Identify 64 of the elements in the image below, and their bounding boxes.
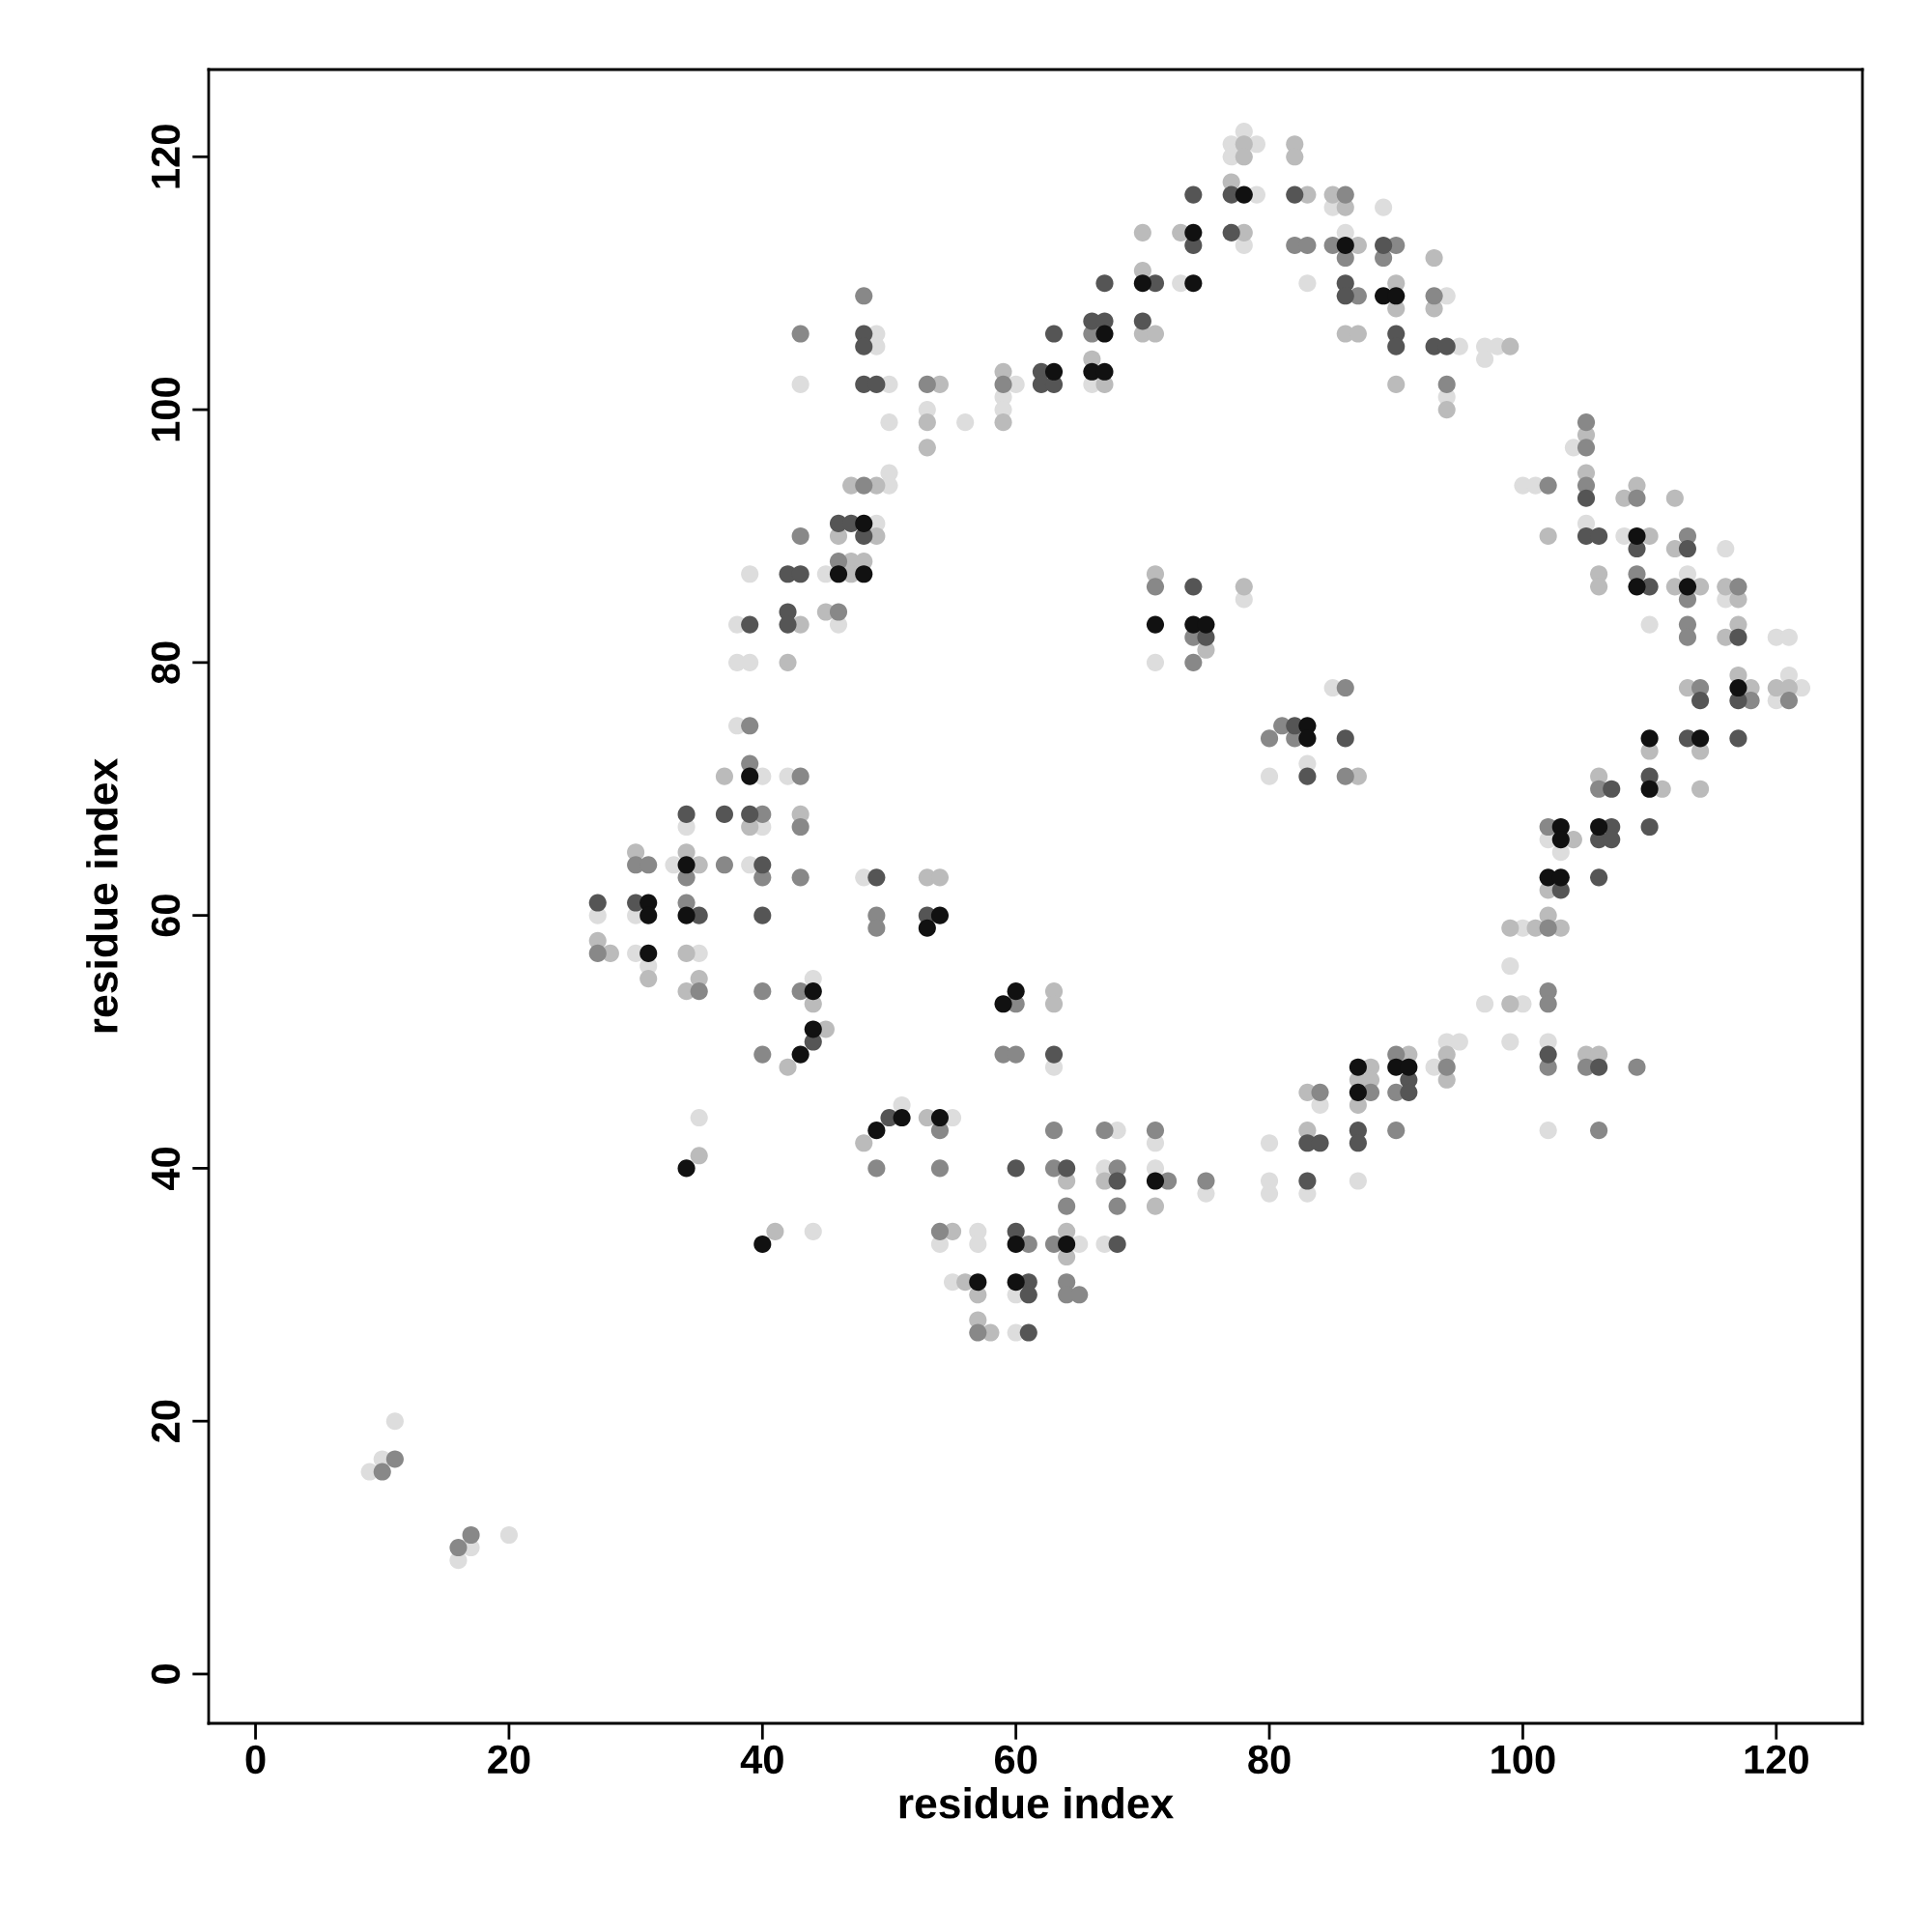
point [1400, 1058, 1418, 1076]
point [1336, 236, 1354, 254]
y-tick-label: 60 [151, 895, 181, 937]
point [1058, 1235, 1076, 1253]
point [1590, 817, 1608, 837]
point [918, 919, 936, 937]
point [639, 944, 658, 962]
y-tick-label: 120 [151, 125, 181, 188]
point [1197, 615, 1215, 634]
point [1044, 362, 1064, 381]
point [1551, 831, 1570, 849]
point [791, 1045, 810, 1064]
x-tick-label: 0 [245, 1745, 266, 1775]
y-tick-label: 40 [151, 1147, 181, 1190]
y-tick-label: 20 [151, 1400, 181, 1442]
point [1235, 185, 1253, 204]
point [677, 856, 696, 874]
point [1349, 1058, 1367, 1076]
point [1387, 287, 1406, 305]
point [1095, 362, 1114, 381]
point [994, 995, 1012, 1013]
point [855, 565, 873, 583]
point [930, 1109, 950, 1127]
x-tick-label: 40 [740, 1745, 783, 1775]
x-tick-label: 120 [1745, 1745, 1808, 1775]
y-tick-label: 80 [151, 641, 181, 684]
point [969, 1273, 987, 1292]
point [1628, 578, 1646, 596]
point [1095, 325, 1114, 343]
point [1007, 1235, 1025, 1253]
point [1133, 274, 1151, 293]
y-tick-label: 100 [151, 378, 181, 441]
x-tick-label: 100 [1492, 1745, 1555, 1775]
x-tick-label: 20 [488, 1745, 530, 1775]
point [867, 1122, 886, 1140]
point [677, 906, 696, 924]
point [829, 565, 848, 583]
point [741, 767, 759, 785]
x-tick-label: 60 [995, 1745, 1037, 1775]
point [804, 1020, 822, 1038]
x-axis-title: residue index [899, 1786, 1174, 1819]
point [1298, 729, 1317, 748]
point [1628, 526, 1646, 546]
point [677, 1159, 696, 1178]
x-tick-label: 80 [1248, 1745, 1291, 1775]
point [804, 982, 822, 1001]
point [1729, 678, 1747, 697]
y-axis-title: residue index [86, 758, 118, 1033]
point [855, 514, 873, 532]
point [1349, 1083, 1367, 1101]
point [1146, 1172, 1165, 1190]
point [1640, 729, 1659, 748]
point [1146, 615, 1165, 634]
point [1007, 1273, 1025, 1292]
point [1184, 223, 1203, 242]
point [893, 1109, 911, 1127]
point [1184, 274, 1203, 293]
y-tick-label: 0 [151, 1664, 181, 1684]
point [1678, 578, 1697, 596]
point [1640, 780, 1659, 798]
point [1007, 982, 1025, 1001]
point [1691, 729, 1710, 748]
point [753, 1235, 772, 1253]
point [930, 906, 950, 924]
